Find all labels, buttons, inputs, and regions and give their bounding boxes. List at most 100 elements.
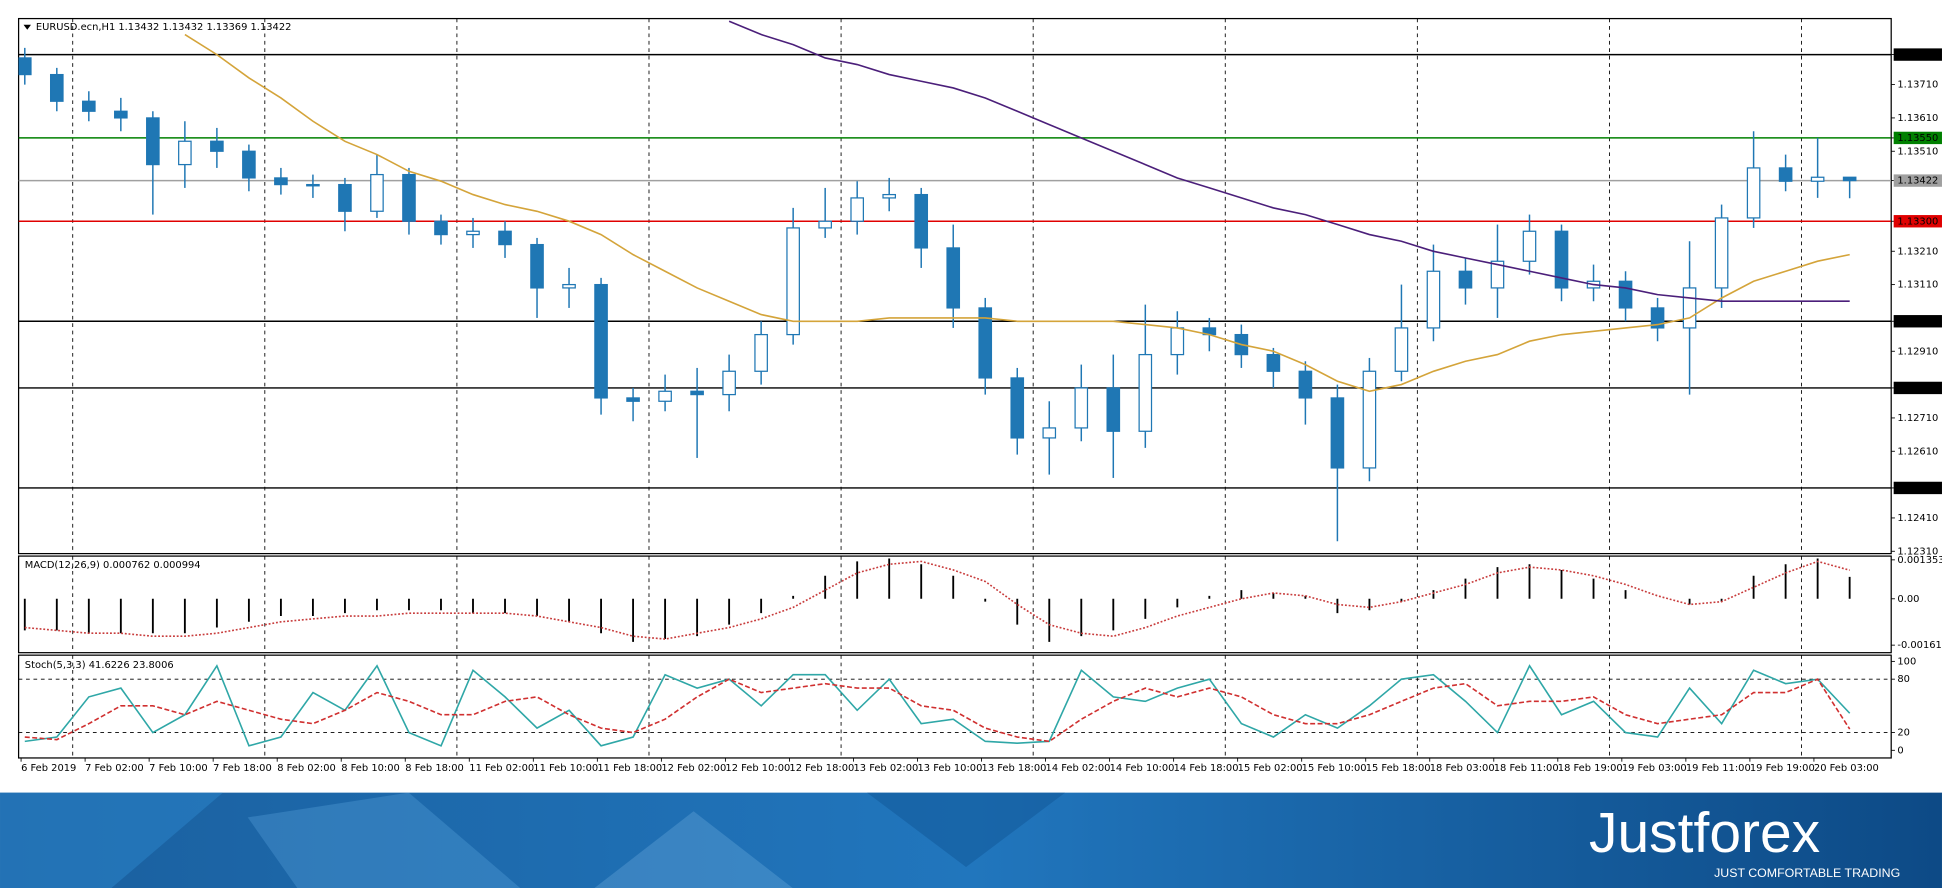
chart-background bbox=[0, 0, 1942, 793]
candle-body bbox=[114, 110, 128, 119]
indicator-line bbox=[24, 560, 1850, 640]
y-tick-label: 1.12800 bbox=[1897, 383, 1938, 394]
candle-body bbox=[1266, 353, 1281, 372]
x-tick-label: 6 Feb 2019 bbox=[21, 763, 76, 774]
candle-body bbox=[1458, 270, 1473, 289]
y-tick-label: 1.13422 bbox=[1897, 176, 1938, 187]
stoch-title: Stoch(5,3,3) 41.6226 23.8006 bbox=[25, 660, 174, 671]
candle-body bbox=[722, 370, 736, 396]
x-tick-label: 7 Feb 18:00 bbox=[213, 763, 272, 774]
candle-body bbox=[786, 227, 800, 336]
y-tick-label: 1.12610 bbox=[1897, 446, 1938, 457]
plot-layer: 1.13800 1.13710 1.13610 1.13550 1.13510 1.134… bbox=[18, 18, 1942, 774]
y-tick-label: 100 bbox=[1897, 656, 1916, 667]
candle-body bbox=[1842, 176, 1857, 182]
x-tick-label: 8 Feb 02:00 bbox=[277, 763, 336, 774]
price-box bbox=[1893, 174, 1942, 187]
candle-body bbox=[754, 333, 768, 372]
indicator-line bbox=[728, 20, 1850, 303]
candle-body bbox=[1554, 230, 1569, 289]
indicator-line bbox=[184, 33, 1850, 393]
x-tick-label: 19 Feb 11:00 bbox=[1686, 763, 1751, 774]
candle-body bbox=[690, 390, 704, 396]
indicator-line bbox=[24, 664, 1851, 747]
candle-body bbox=[178, 140, 192, 166]
banner-shape bbox=[594, 811, 793, 888]
x-tick-label: 13 Feb 10:00 bbox=[917, 763, 982, 774]
y-tick-label: 1.13710 bbox=[1897, 80, 1938, 91]
candle-body bbox=[1298, 370, 1313, 399]
candle-body bbox=[434, 220, 448, 236]
x-tick-label: 11 Feb 10:00 bbox=[533, 763, 598, 774]
x-tick-label: 15 Feb 18:00 bbox=[1366, 763, 1431, 774]
candle-body bbox=[850, 197, 864, 222]
macd-title: MACD(12,26,9) 0.000762 0.000994 bbox=[25, 560, 201, 571]
price-box bbox=[1893, 381, 1942, 395]
candle-body bbox=[49, 73, 64, 102]
candle-body bbox=[1810, 176, 1825, 182]
price-box bbox=[1893, 131, 1942, 145]
y-tick-label: 0.001353 bbox=[1897, 555, 1942, 566]
candle-body bbox=[978, 307, 993, 379]
y-tick-label: 1.13300 bbox=[1897, 216, 1938, 227]
panel-0 bbox=[18, 18, 1892, 554]
candle-body bbox=[818, 220, 832, 229]
x-tick-label: 11 Feb 02:00 bbox=[469, 763, 534, 774]
x-tick-label: 13 Feb 02:00 bbox=[853, 763, 918, 774]
x-tick-label: 12 Feb 02:00 bbox=[661, 763, 726, 774]
candle-body bbox=[498, 230, 512, 246]
candle-body bbox=[370, 173, 384, 212]
x-tick-label: 13 Feb 18:00 bbox=[982, 763, 1047, 774]
candle-body bbox=[1522, 230, 1537, 262]
chart-title: EURUSD.ecn,H1 1.13432 1.13432 1.13369 1.… bbox=[36, 22, 291, 33]
x-tick-label: 7 Feb 10:00 bbox=[149, 763, 208, 774]
price-box bbox=[1893, 215, 1942, 228]
candle-body bbox=[82, 100, 96, 112]
y-tick-label: -0.001612 bbox=[1897, 640, 1942, 651]
candle-body bbox=[1746, 167, 1761, 219]
y-tick-label: 0.00 bbox=[1897, 594, 1919, 605]
y-tick-label: 1.12710 bbox=[1897, 413, 1938, 424]
y-tick-label: 1.13110 bbox=[1897, 280, 1938, 291]
x-tick-label: 19 Feb 03:00 bbox=[1622, 763, 1687, 774]
candle-body bbox=[562, 283, 576, 289]
x-tick-label: 12 Feb 18:00 bbox=[789, 763, 854, 774]
candle-body bbox=[1426, 270, 1441, 329]
indicator-line bbox=[24, 678, 1851, 743]
stoch-frame bbox=[17, 654, 1892, 759]
logo: Justforex bbox=[1589, 801, 1820, 865]
x-tick-label: 12 Feb 10:00 bbox=[725, 763, 790, 774]
x-tick-label: 14 Feb 02:00 bbox=[1046, 763, 1111, 774]
x-tick-label: 15 Feb 10:00 bbox=[1302, 763, 1367, 774]
x-tick-label: 20 Feb 03:00 bbox=[1814, 763, 1879, 774]
candle-body bbox=[1714, 217, 1729, 289]
panel-2 bbox=[18, 655, 1892, 758]
collapse-icon bbox=[23, 24, 31, 30]
candle-body bbox=[242, 150, 256, 179]
x-tick-label: 8 Feb 18:00 bbox=[405, 763, 464, 774]
candle-body bbox=[626, 397, 640, 402]
candle-body bbox=[1362, 370, 1377, 469]
banner-shape bbox=[866, 792, 1066, 867]
main-frame bbox=[17, 17, 1892, 555]
candle-body bbox=[1490, 260, 1505, 289]
candle-body bbox=[1650, 307, 1665, 329]
price-box bbox=[1893, 315, 1942, 328]
candle-body bbox=[914, 193, 929, 249]
x-tick-label: 18 Feb 19:00 bbox=[1558, 763, 1623, 774]
y-tick-label: 1.12310 bbox=[1897, 546, 1938, 557]
x-tick-label: 18 Feb 03:00 bbox=[1430, 763, 1495, 774]
candle-body bbox=[1170, 327, 1185, 356]
x-tick-label: 14 Feb 10:00 bbox=[1110, 763, 1175, 774]
price-box bbox=[1893, 481, 1942, 495]
candle-body bbox=[466, 230, 480, 236]
candle-body bbox=[18, 57, 32, 76]
x-tick-label: 8 Feb 10:00 bbox=[341, 763, 400, 774]
x-tick-label: 14 Feb 18:00 bbox=[1174, 763, 1239, 774]
y-tick-label: 1.13550 bbox=[1897, 133, 1938, 144]
panel-1 bbox=[23, 556, 1851, 653]
x-tick-label: 7 Feb 02:00 bbox=[85, 763, 144, 774]
y-tick-label: 1.12910 bbox=[1897, 346, 1938, 357]
tagline: JUST COMFORTABLE TRADING bbox=[1714, 866, 1900, 880]
